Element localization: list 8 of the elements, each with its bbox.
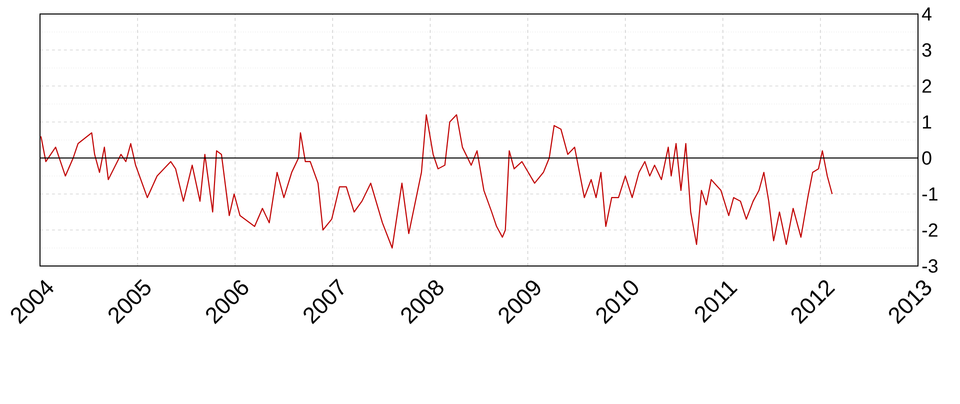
- y-tick-label: 2: [922, 79, 932, 93]
- y-tick-label: 3: [922, 43, 932, 57]
- y-tick-label: 0: [922, 151, 932, 165]
- y-tick-label: 4: [922, 7, 932, 21]
- y-tick-label: -1: [922, 187, 938, 201]
- y-tick-label: 1: [922, 115, 932, 129]
- y-tick-label: -3: [922, 259, 938, 273]
- y-tick-label: -2: [922, 223, 938, 237]
